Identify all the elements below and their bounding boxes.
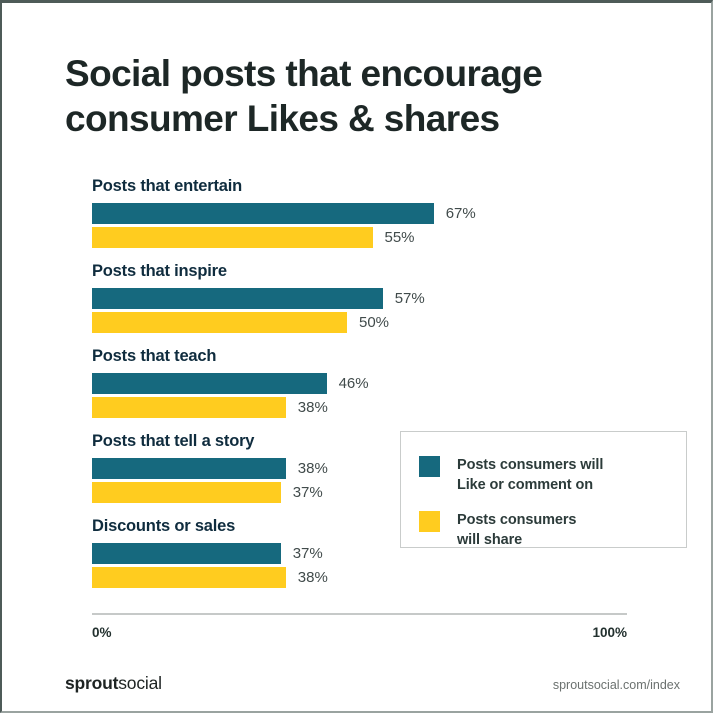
bar-share xyxy=(92,482,281,503)
bar-row-share: 55% xyxy=(92,227,602,248)
bar-value-label: 38% xyxy=(297,569,328,586)
bar-share xyxy=(92,397,286,418)
bar-row-share: 38% xyxy=(92,567,602,588)
legend-label: Posts consumers will Like or comment on xyxy=(457,457,604,493)
footer-url: sproutsocial.com/index xyxy=(552,678,680,692)
sproutsocial-logo: sproutsocial xyxy=(65,673,162,694)
bar-like-comment xyxy=(92,373,327,394)
bar-row-like-comment: 37% xyxy=(92,543,602,564)
logo-bold-text: sprout xyxy=(65,673,119,693)
logo-regular-text: social xyxy=(118,673,162,693)
chart-group: Posts that teach 46% 38% xyxy=(92,347,637,418)
bar-value-label: 37% xyxy=(292,545,323,562)
bar-row-like-comment: 67% xyxy=(92,203,602,224)
bar-value-label: 55% xyxy=(384,229,415,246)
bar-value-label: 46% xyxy=(338,375,369,392)
axis-min-label: 0% xyxy=(92,625,112,640)
legend-label: Posts consumers will share xyxy=(457,512,577,548)
bar-value-label: 67% xyxy=(445,205,476,222)
bar-row-share: 50% xyxy=(92,312,602,333)
teal-swatch-icon xyxy=(419,456,440,477)
chart-group: Posts that entertain 67% 55% xyxy=(92,177,637,248)
bar-share xyxy=(92,227,373,248)
bar-like-comment xyxy=(92,288,383,309)
bar-value-label: 57% xyxy=(394,290,425,307)
bar-share xyxy=(92,312,347,333)
bar-row-like-comment: 46% xyxy=(92,373,602,394)
category-label: Discounts or sales xyxy=(92,517,236,535)
bar-value-label: 38% xyxy=(297,460,328,477)
footer: sproutsocial sproutsocial.com/index xyxy=(65,673,680,694)
legend-item-share: Posts consumers will share xyxy=(419,510,672,550)
bar-row-like-comment: 57% xyxy=(92,288,602,309)
category-label: Posts that tell a story xyxy=(92,432,255,450)
bar-like-comment xyxy=(92,458,286,479)
category-label: Posts that inspire xyxy=(92,262,227,280)
chart-group: Posts that tell a story 38% 37% xyxy=(92,432,637,503)
bar-share xyxy=(92,567,286,588)
category-label: Posts that teach xyxy=(92,347,217,365)
bar-like-comment xyxy=(92,203,434,224)
bar-value-label: 37% xyxy=(292,484,323,501)
bar-row-share: 38% xyxy=(92,397,602,418)
bar-row-share: 37% xyxy=(92,482,602,503)
bar-value-label: 50% xyxy=(359,314,390,331)
bar-value-label: 38% xyxy=(297,399,328,416)
category-label: Posts that entertain xyxy=(92,177,243,195)
chart-title: Social posts that encourage consumer Lik… xyxy=(65,53,543,140)
yellow-swatch-icon xyxy=(419,511,440,532)
legend-item-like-comment: Posts consumers will Like or comment on xyxy=(419,455,672,495)
x-axis-labels: 0% 100% xyxy=(92,625,627,640)
chart-group: Posts that inspire 57% 50% xyxy=(92,262,637,333)
bar-chart: Posts that entertain 67% 55% Posts that ins… xyxy=(92,177,637,602)
bar-row-like-comment: 38% xyxy=(92,458,602,479)
x-axis-line xyxy=(92,613,627,615)
axis-max-label: 100% xyxy=(592,625,627,640)
legend: Posts consumers will Like or comment on … xyxy=(400,431,687,548)
bar-like-comment xyxy=(92,543,281,564)
chart-group: Discounts or sales 37% 38% xyxy=(92,517,637,588)
